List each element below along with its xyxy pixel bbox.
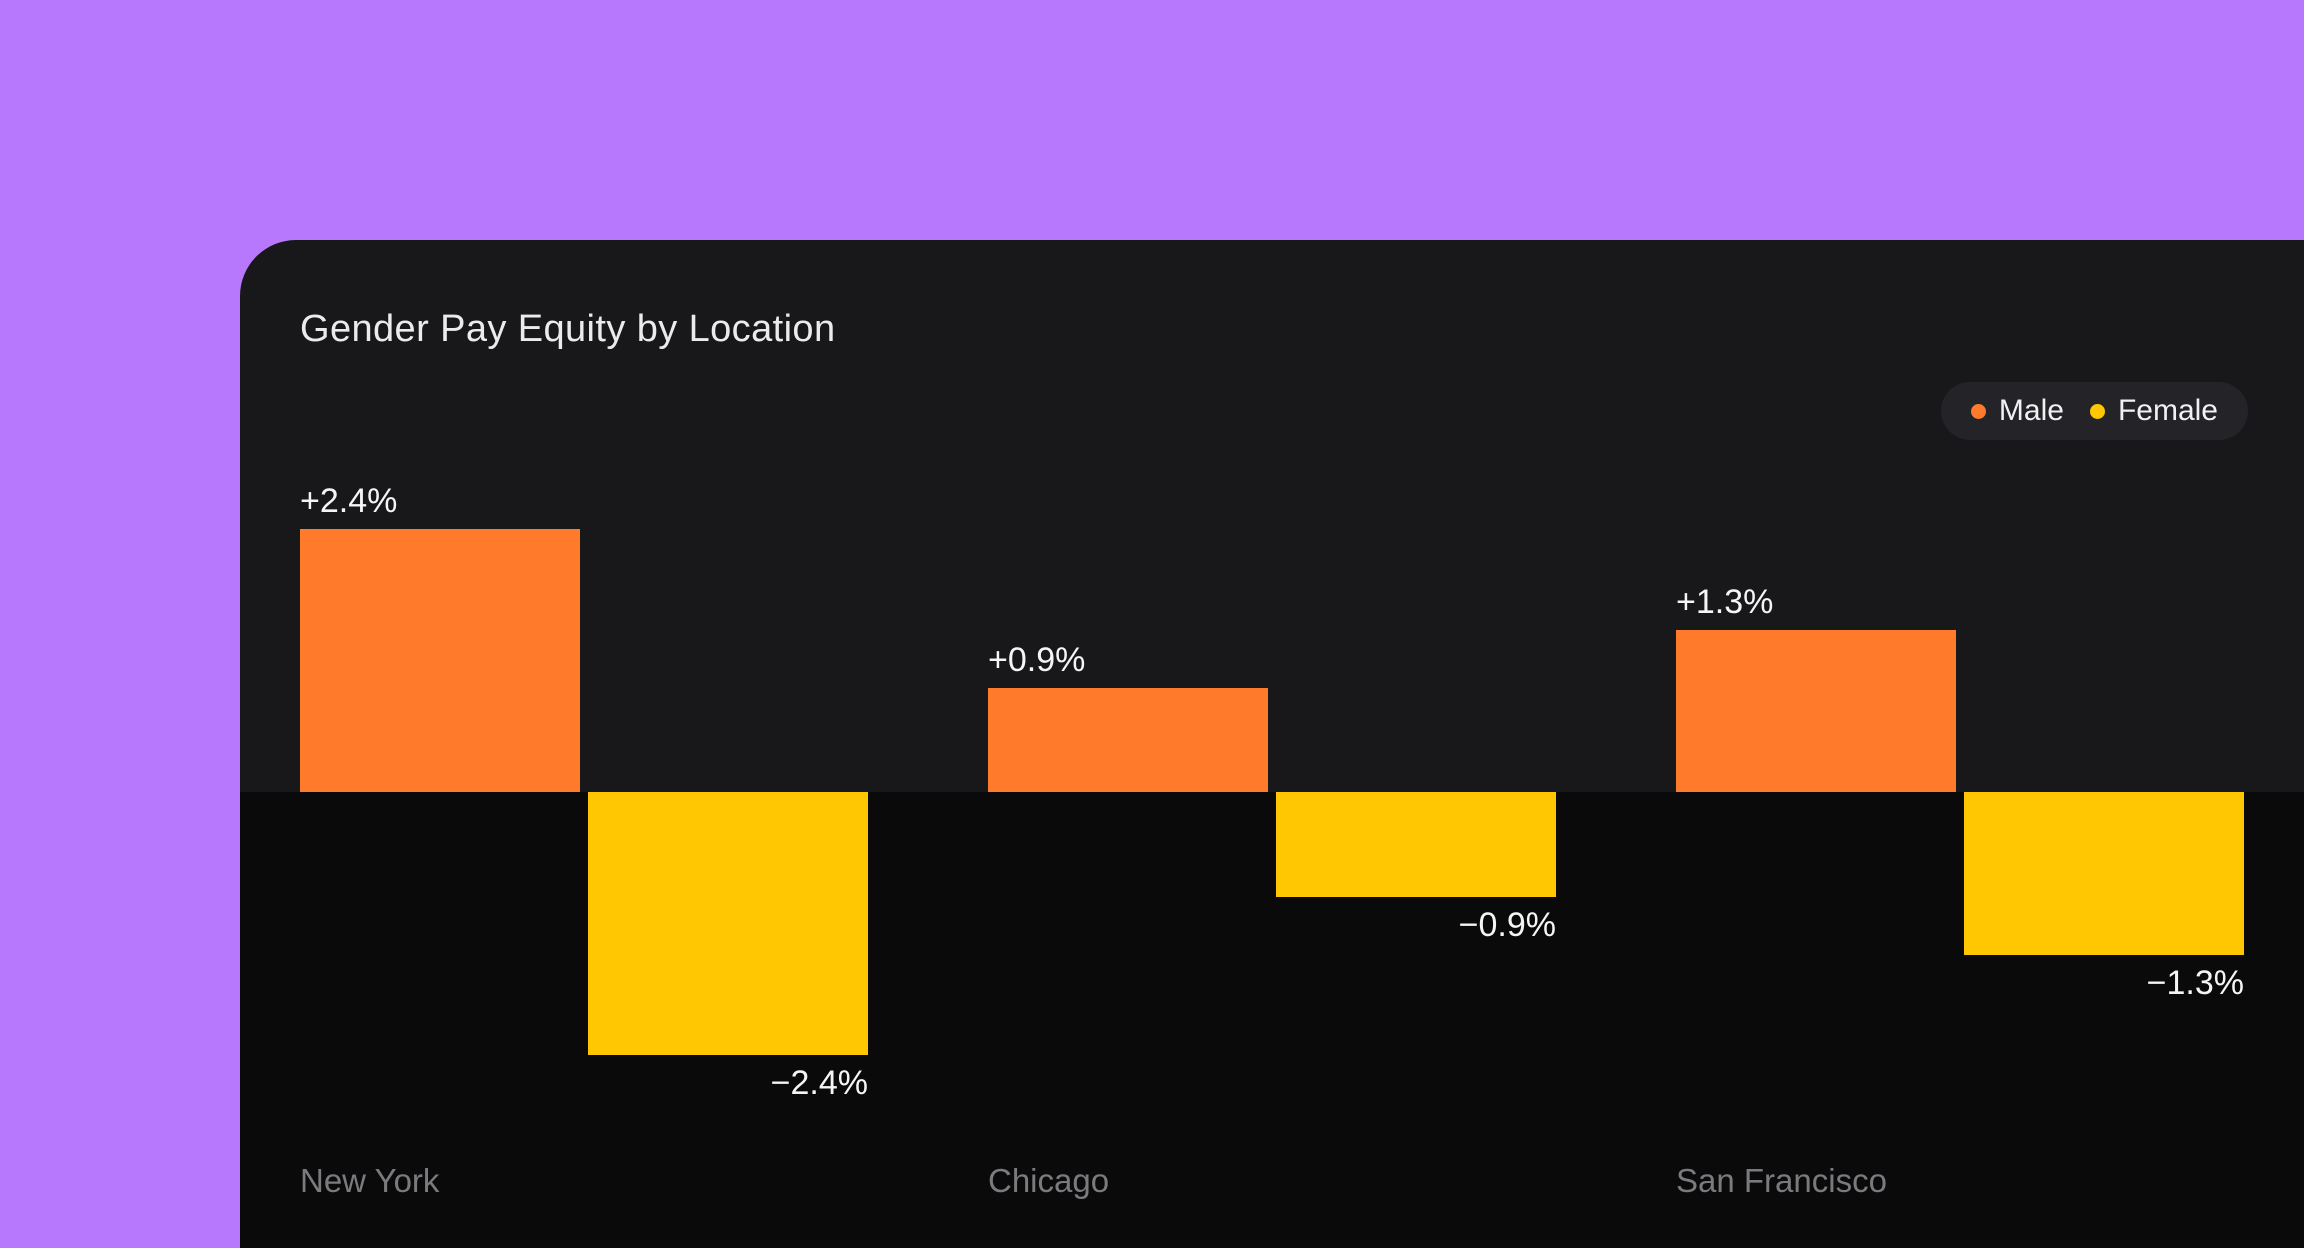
bar-female-chicago[interactable] <box>1276 792 1556 897</box>
legend: Male Female <box>1940 382 2248 440</box>
value-label-female-new-york: −2.4% <box>770 1064 868 1102</box>
legend-item-male[interactable]: Male <box>1970 394 2064 428</box>
chart-card: Gender Pay Equity by Location Male Femal… <box>240 240 2304 1248</box>
chart-title: Gender Pay Equity by Location <box>300 308 836 350</box>
value-label-female-san-francisco: −1.3% <box>2146 964 2244 1002</box>
value-label-male-chicago: +0.9% <box>988 641 1086 679</box>
bar-female-san-francisco[interactable] <box>1964 792 2244 955</box>
bar-female-new-york[interactable] <box>588 792 868 1055</box>
category-label-new-york: New York <box>300 1162 440 1199</box>
category-label-san-francisco: San Francisco <box>1676 1162 1887 1199</box>
value-label-male-new-york: +2.4% <box>300 482 398 520</box>
legend-label-male: Male <box>1998 394 2064 427</box>
value-label-male-san-francisco: +1.3% <box>1676 583 1774 621</box>
legend-item-female[interactable]: Female <box>2089 394 2218 428</box>
below-baseline-band <box>240 792 2304 1248</box>
bar-male-new-york[interactable] <box>300 529 580 792</box>
male-dot-icon <box>1970 403 1986 419</box>
female-dot-icon <box>2089 403 2105 419</box>
value-label-female-chicago: −0.9% <box>1458 906 1556 944</box>
bar-male-chicago[interactable] <box>988 688 1268 792</box>
chart-area: +2.4% −2.4% New York +0.9% −0.9% Chicago +1.3%… <box>240 240 2304 1248</box>
legend-label-female: Female <box>2117 394 2218 427</box>
bar-male-san-francisco[interactable] <box>1676 630 1956 792</box>
category-label-chicago: Chicago <box>988 1162 1110 1199</box>
